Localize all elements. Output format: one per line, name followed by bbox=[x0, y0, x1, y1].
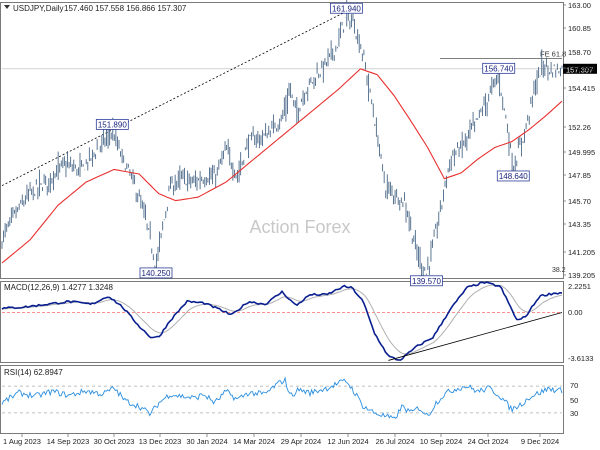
price-tick-label: 139.205 bbox=[568, 271, 595, 280]
annotation-box bbox=[482, 62, 516, 74]
price-tick-label: 156.560 bbox=[568, 64, 595, 73]
macd-signal-line bbox=[1, 284, 563, 355]
x-tick-label: 29 Apr 2024 bbox=[281, 437, 321, 446]
annotation-label: 148.640 bbox=[499, 172, 528, 181]
fib-level-label: FE 61.8 bbox=[540, 49, 566, 58]
annotation-box bbox=[139, 267, 173, 279]
price-tick-label: 160.85 bbox=[568, 24, 591, 33]
x-tick-label: 14 Mar 2024 bbox=[233, 437, 275, 446]
x-tick-label: 9 Dec 2024 bbox=[521, 437, 559, 446]
x-tick-label: 13 Dec 2023 bbox=[139, 437, 182, 446]
price-tick-label: 141.205 bbox=[568, 248, 595, 257]
annotation-label: 139.570 bbox=[412, 277, 441, 286]
rsi-line bbox=[1, 376, 563, 419]
x-tick-label: 14 Sep 2023 bbox=[47, 437, 90, 446]
x-tick-label: 12 Jun 2024 bbox=[327, 437, 368, 446]
rsi-tick-label: 50 bbox=[570, 396, 578, 405]
x-tick-label: 1 Aug 2023 bbox=[3, 437, 41, 446]
price-tick-label: 152.26 bbox=[568, 123, 591, 132]
ohlc-values: 157.460 157.558 156.866 157.307 bbox=[64, 4, 187, 13]
x-tick-label: 30 Oct 2023 bbox=[94, 437, 135, 446]
annotation-label: 156.740 bbox=[484, 64, 513, 73]
rsi-panel-frame bbox=[0, 365, 564, 434]
annotation-box bbox=[329, 2, 363, 14]
price-tick-label: 145.70 bbox=[568, 197, 591, 206]
annotation-label: 140.250 bbox=[142, 269, 171, 278]
symbol-dropdown-icon[interactable] bbox=[4, 5, 10, 9]
last-price-value: 157.307 bbox=[566, 65, 593, 74]
price-tick-label: 154.415 bbox=[568, 84, 595, 93]
price-tick-label: 143.35 bbox=[568, 220, 591, 229]
annotation-box bbox=[496, 170, 530, 182]
price-tick-label: 149.995 bbox=[568, 148, 595, 157]
price-trendline bbox=[1, 11, 345, 186]
x-tick-label: 26 Jul 2024 bbox=[376, 437, 415, 446]
price-panel-frame bbox=[0, 2, 564, 279]
chart-title: USDJPY,Daily bbox=[13, 4, 64, 13]
annotation-label: 161.940 bbox=[332, 4, 361, 13]
x-tick-label: 24 Oct 2024 bbox=[468, 437, 509, 446]
annotation-box bbox=[410, 275, 443, 287]
watermark: Action Forex bbox=[249, 217, 350, 237]
rsi-tick-label: 30 bbox=[570, 409, 578, 418]
price-tick-label: 158.70 bbox=[568, 48, 591, 57]
annotation-label: 151.890 bbox=[98, 120, 127, 129]
price-tick-label: 163.00 bbox=[568, 1, 591, 10]
macd-title: MACD(12,26,9) 1.4277 1.3248 bbox=[4, 283, 114, 292]
price-tick-label: 147.85 bbox=[568, 171, 591, 180]
last-price-tag bbox=[563, 63, 597, 74]
annotation-box bbox=[95, 118, 129, 130]
rsi-tick-label: 70 bbox=[570, 381, 578, 390]
rsi-title: RSI(14) 62.8947 bbox=[4, 368, 63, 377]
macd-panel-frame bbox=[0, 281, 564, 363]
fib-low-label: 38.2 bbox=[552, 267, 566, 274]
x-tick-label: 10 Sep 2024 bbox=[420, 437, 463, 446]
macd-line bbox=[1, 281, 563, 361]
macd-tick-label: -3.6133 bbox=[568, 354, 593, 363]
macd-trendline bbox=[388, 312, 563, 361]
macd-tick-label: 0.00 bbox=[568, 308, 583, 317]
sma-line bbox=[1, 68, 563, 264]
macd-tick-label: 2.2251 bbox=[568, 282, 591, 291]
x-tick-label: 30 Jan 2024 bbox=[186, 437, 227, 446]
